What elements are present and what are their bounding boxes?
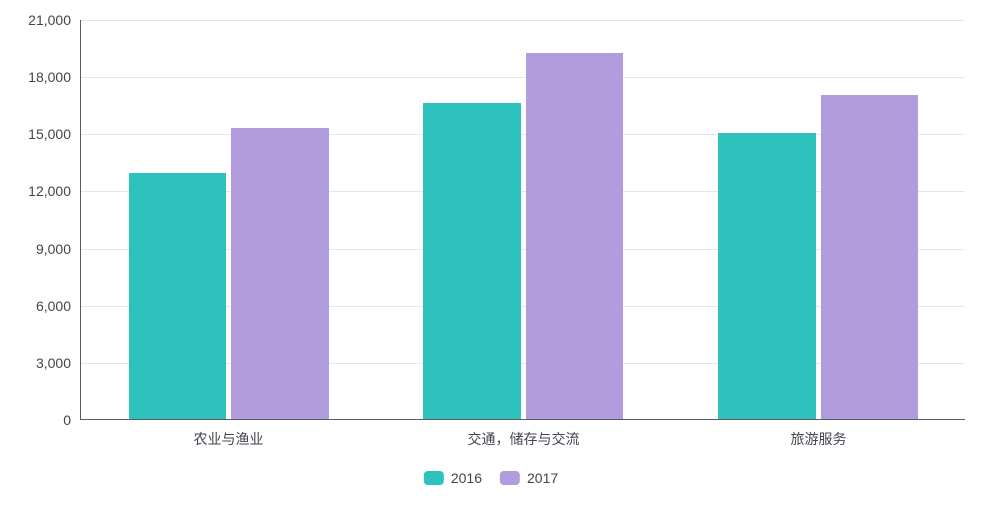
x-tick-label: 交通，储存与交流 [468, 419, 580, 449]
bar-chart: 0 3,000 6,000 9,000 12,000 15,000 18,000 21,000… [0, 0, 982, 513]
gridline [81, 77, 965, 78]
legend-label: 2016 [451, 470, 482, 486]
bar [231, 128, 328, 419]
bar [423, 103, 520, 419]
y-tick-label: 9,000 [36, 241, 81, 257]
plot-area: 03,0006,0009,00012,00015,00018,00021,000… [80, 20, 965, 420]
y-tick-label: 0 [63, 412, 81, 428]
y-tick-label: 6,000 [36, 298, 81, 314]
legend: 2016 2017 [424, 470, 558, 486]
legend-swatch [424, 471, 444, 485]
legend-swatch [500, 471, 520, 485]
y-tick-label: 21,000 [28, 12, 81, 28]
legend-item: 2016 [424, 470, 482, 486]
x-tick-label: 旅游服务 [790, 419, 846, 449]
legend-label: 2017 [527, 470, 558, 486]
y-tick-label: 12,000 [28, 183, 81, 199]
bar [526, 53, 623, 419]
bar [821, 95, 918, 419]
gridline [81, 20, 965, 21]
legend-item: 2017 [500, 470, 558, 486]
x-tick-label: 农业与渔业 [194, 419, 264, 449]
y-tick-label: 18,000 [28, 69, 81, 85]
bar [718, 133, 815, 419]
bar [129, 173, 226, 419]
y-tick-label: 15,000 [28, 126, 81, 142]
y-tick-label: 3,000 [36, 355, 81, 371]
